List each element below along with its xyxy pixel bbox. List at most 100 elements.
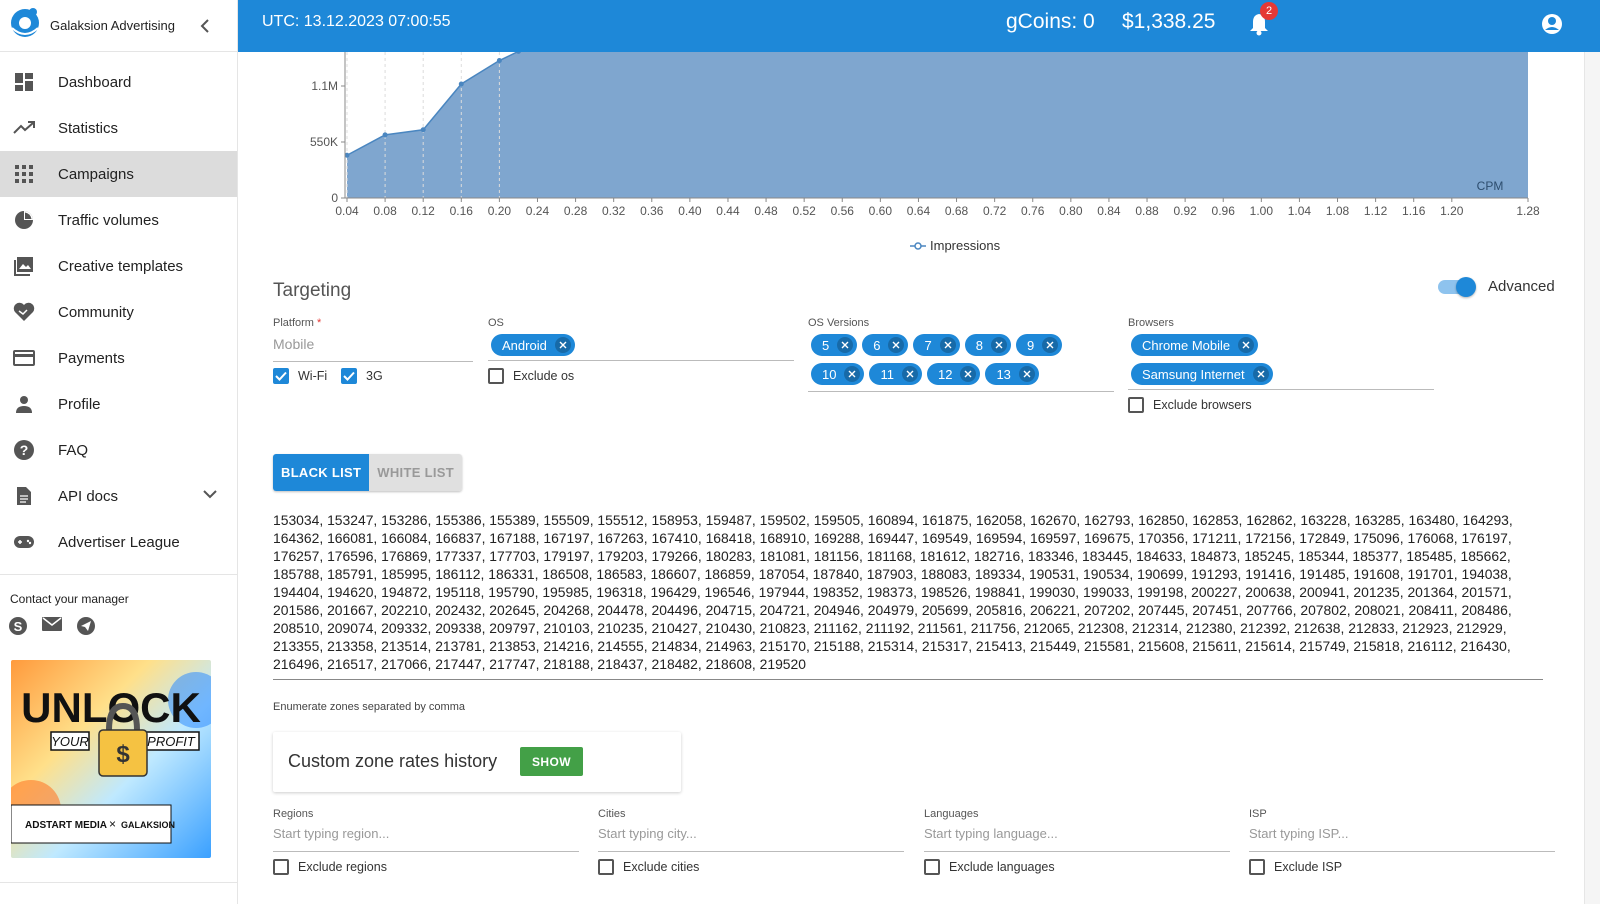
zones-textarea[interactable]: 153034, 153247, 153286, 155386, 155389, … xyxy=(273,511,1543,680)
data-point[interactable] xyxy=(458,81,464,87)
sidebar-item-traffic-volumes[interactable]: Traffic volumes xyxy=(0,197,237,243)
banner-partner-2: GALAKSION xyxy=(121,820,175,830)
svg-text:×: × xyxy=(109,817,116,831)
os-version-chip[interactable]: 8 xyxy=(964,334,1011,356)
exclude-regions-checkbox[interactable]: Exclude regions xyxy=(273,859,387,875)
chip-label: 5 xyxy=(822,337,830,353)
os-version-chip[interactable]: 6 xyxy=(862,334,909,356)
banner-sub-left: YOUR xyxy=(51,734,89,749)
sidebar-item-payments[interactable]: Payments xyxy=(0,335,237,381)
email-icon[interactable] xyxy=(42,616,62,641)
chip-remove-icon[interactable] xyxy=(1042,337,1059,353)
zones-hint: Enumerate zones separated by comma xyxy=(273,701,465,713)
x-tick-label: 0.48 xyxy=(754,204,778,218)
isp-input[interactable]: Start typing ISP... xyxy=(1249,826,1555,852)
chip-remove-icon[interactable] xyxy=(960,366,977,382)
toggle-track[interactable] xyxy=(1438,276,1476,297)
exclude-cities-checkbox[interactable]: Exclude cities xyxy=(598,859,699,875)
account-circle-icon[interactable] xyxy=(1540,12,1564,41)
galaksion-logo-icon[interactable] xyxy=(8,6,42,45)
x-tick-label: 0.08 xyxy=(373,204,397,218)
person-icon xyxy=(12,392,36,416)
os-version-chip[interactable]: 11 xyxy=(869,363,922,385)
x-tick-label: 0.60 xyxy=(869,204,893,218)
checkbox-icon[interactable] xyxy=(598,859,614,875)
chip-remove-icon[interactable] xyxy=(990,337,1007,353)
languages-input[interactable]: Start typing language... xyxy=(924,826,1230,852)
x-tick-label: 0.68 xyxy=(945,204,969,218)
show-button[interactable]: SHOW xyxy=(520,747,583,776)
checkbox-icon[interactable] xyxy=(488,368,504,384)
chip-remove-icon[interactable] xyxy=(939,337,956,353)
skype-icon[interactable]: S xyxy=(8,616,28,641)
browser-chip[interactable]: Samsung Internet xyxy=(1131,363,1273,385)
telegram-icon[interactable] xyxy=(76,616,96,641)
chip-remove-icon[interactable] xyxy=(1238,337,1255,353)
checkbox-checked-icon[interactable] xyxy=(341,368,357,384)
chip-remove-icon[interactable] xyxy=(844,366,861,382)
black-list-button[interactable]: BLACK LIST xyxy=(273,454,370,491)
exclude-os-checkbox[interactable]: Exclude os xyxy=(488,368,574,384)
cities-input[interactable]: Start typing city... xyxy=(598,826,904,852)
sidebar-item-faq[interactable]: ? FAQ xyxy=(0,427,237,473)
sidebar-item-community[interactable]: Community xyxy=(0,289,237,335)
os-version-chip[interactable]: 10 xyxy=(811,363,865,385)
sidebar-item-dashboard[interactable]: Dashboard xyxy=(0,59,237,105)
browsers-field[interactable] xyxy=(1128,332,1434,390)
sidebar-item-creative-templates[interactable]: Creative templates xyxy=(0,243,237,289)
white-list-button[interactable]: WHITE LIST xyxy=(369,454,462,491)
data-point[interactable] xyxy=(344,152,350,158)
exclude-isp-checkbox[interactable]: Exclude ISP xyxy=(1249,859,1342,875)
checkbox-icon[interactable] xyxy=(273,859,289,875)
platform-field[interactable]: Mobile xyxy=(273,336,473,362)
sidebar-item-label: Creative templates xyxy=(58,257,184,275)
chevron-down-icon[interactable] xyxy=(203,486,217,503)
sidebar-item-statistics[interactable]: Statistics xyxy=(0,105,237,151)
chip-remove-icon[interactable] xyxy=(1252,366,1269,382)
sidebar-item-label: API docs xyxy=(58,487,119,505)
sidebar-item-api-docs[interactable]: API docs xyxy=(0,473,237,519)
os-version-chip[interactable]: 13 xyxy=(985,363,1039,385)
main-scrollbar[interactable] xyxy=(1584,52,1600,904)
toggle-thumb[interactable] xyxy=(1456,276,1476,297)
sidebar-item-campaigns[interactable]: Campaigns xyxy=(0,151,237,197)
3g-checkbox[interactable]: 3G xyxy=(341,368,383,384)
advanced-toggle[interactable]: Advanced xyxy=(1438,276,1555,297)
checkbox-icon[interactable] xyxy=(1249,859,1265,875)
exclude-browsers-checkbox[interactable]: Exclude browsers xyxy=(1128,397,1252,413)
data-point[interactable] xyxy=(496,58,502,64)
x-tick-label: 0.12 xyxy=(412,204,436,218)
sidebar: Galaksion Advertising Dashboard Statisti… xyxy=(0,0,238,904)
os-field[interactable] xyxy=(488,332,794,361)
custom-zone-rates-card: Custom zone rates history SHOW xyxy=(273,732,681,792)
wifi-checkbox[interactable]: Wi-Fi xyxy=(273,368,327,384)
os-version-chip[interactable]: 7 xyxy=(913,334,960,356)
unlock-profit-banner[interactable]: UNLOCK YOUR PROFIT $ ADSTART MEDIA × GAL… xyxy=(11,660,211,858)
chip-remove-icon[interactable] xyxy=(901,366,918,382)
data-point[interactable] xyxy=(420,127,426,133)
chart-legend[interactable]: Impressions xyxy=(910,238,1000,253)
checkbox-icon[interactable] xyxy=(924,859,940,875)
chip-remove-icon[interactable] xyxy=(1018,366,1035,382)
os-version-chip[interactable]: 5 xyxy=(811,334,858,356)
checkbox-checked-icon[interactable] xyxy=(273,368,289,384)
checkbox-icon[interactable] xyxy=(1128,397,1144,413)
os-versions-field[interactable] xyxy=(808,332,1114,392)
sidebar-item-advertiser-league[interactable]: Advertiser League xyxy=(0,519,237,565)
os-version-chip[interactable]: 12 xyxy=(926,363,981,385)
chip-remove-icon[interactable] xyxy=(837,337,854,353)
chip-remove-icon[interactable] xyxy=(554,337,571,353)
exclude-languages-checkbox[interactable]: Exclude languages xyxy=(924,859,1055,875)
regions-input[interactable]: Start typing region... xyxy=(273,826,579,852)
data-point[interactable] xyxy=(382,132,388,138)
x-tick-label: 0.92 xyxy=(1173,204,1197,218)
x-tick-label: 0.28 xyxy=(564,204,588,218)
os-chip[interactable]: Android xyxy=(491,334,575,356)
os-version-chip[interactable]: 9 xyxy=(1015,334,1063,356)
data-point[interactable] xyxy=(516,52,521,54)
browser-chip[interactable]: Chrome Mobile xyxy=(1131,334,1259,356)
chip-remove-icon[interactable] xyxy=(888,337,905,353)
os-versions-label: OS Versions xyxy=(808,317,870,329)
collapse-sidebar-icon[interactable] xyxy=(195,16,215,36)
sidebar-item-profile[interactable]: Profile xyxy=(0,381,237,427)
